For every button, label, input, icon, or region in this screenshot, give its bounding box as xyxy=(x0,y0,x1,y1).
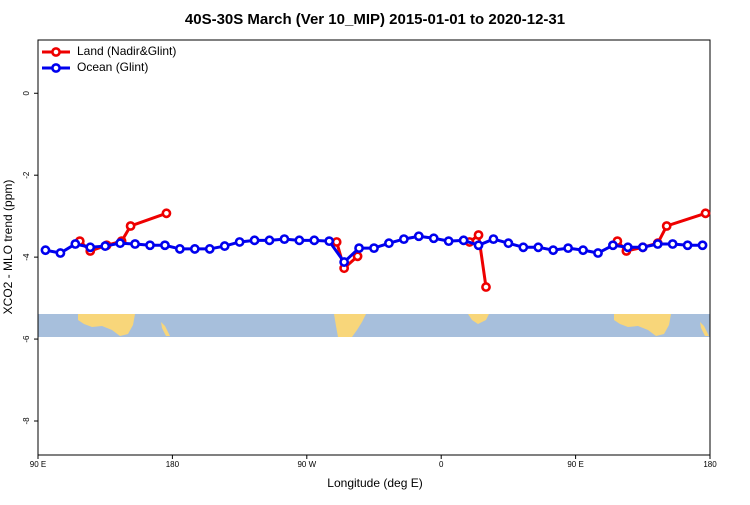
point xyxy=(622,242,633,253)
point xyxy=(174,244,185,254)
point xyxy=(413,231,424,242)
point xyxy=(697,240,708,251)
legend-marker xyxy=(51,47,61,57)
x-tick-label: 90 E xyxy=(567,460,583,469)
plot-frame xyxy=(37,39,711,456)
legend-marker xyxy=(51,63,61,73)
point xyxy=(533,242,544,253)
point xyxy=(354,243,364,254)
point xyxy=(100,241,111,251)
point xyxy=(130,239,140,249)
point xyxy=(234,237,245,247)
point xyxy=(70,239,81,249)
y-tick-label: -6 xyxy=(22,335,31,343)
point xyxy=(324,236,335,247)
point xyxy=(481,282,491,292)
point xyxy=(309,235,320,246)
point xyxy=(578,245,588,256)
legend-label: Land (Nadir&Glint) xyxy=(77,44,176,58)
point xyxy=(398,234,409,245)
point xyxy=(204,244,215,254)
point xyxy=(279,234,290,245)
map-strip xyxy=(38,314,710,337)
point xyxy=(637,242,648,253)
point xyxy=(593,248,603,258)
point xyxy=(608,240,618,251)
point xyxy=(85,242,96,253)
x-tick-label: 0 xyxy=(439,460,444,469)
point xyxy=(518,242,529,253)
point xyxy=(473,240,484,251)
point xyxy=(219,241,230,251)
point xyxy=(443,236,454,247)
point xyxy=(55,248,66,258)
point xyxy=(488,234,499,245)
point xyxy=(115,238,126,249)
point xyxy=(682,240,693,251)
legend-label: Ocean (Glint) xyxy=(77,60,148,74)
point xyxy=(384,238,394,249)
point xyxy=(125,221,136,231)
point xyxy=(160,240,170,251)
point xyxy=(40,245,51,256)
x-axis-label: Longitude (deg E) xyxy=(327,476,422,490)
point xyxy=(294,235,305,246)
x-tick-label: 90 E xyxy=(30,460,46,469)
y-axis-label: XCO2 - MLO trend (ppm) xyxy=(1,180,15,315)
point xyxy=(503,238,514,249)
point xyxy=(700,208,711,219)
point xyxy=(473,230,484,240)
x-tick-label: 180 xyxy=(166,460,180,469)
point xyxy=(428,233,439,244)
point xyxy=(667,239,678,249)
point xyxy=(331,237,342,247)
point xyxy=(548,245,559,256)
point xyxy=(189,244,200,254)
point xyxy=(339,257,350,267)
x-tick-label: 90 W xyxy=(297,460,316,469)
point xyxy=(264,235,275,246)
point xyxy=(145,240,155,251)
y-tick-label: 0 xyxy=(22,90,31,95)
point xyxy=(458,235,469,246)
point xyxy=(369,243,379,254)
x-tick-label: 180 xyxy=(703,460,717,469)
chart-title: 40S-30S March (Ver 10_MIP) 2015-01-01 to… xyxy=(185,11,565,28)
point xyxy=(661,221,672,231)
point xyxy=(652,239,663,249)
point xyxy=(563,243,574,254)
y-tick-label: -4 xyxy=(22,253,31,261)
point xyxy=(249,235,260,246)
y-tick-label: -2 xyxy=(22,171,31,179)
y-tick-label: -8 xyxy=(22,417,31,425)
point xyxy=(161,208,172,219)
